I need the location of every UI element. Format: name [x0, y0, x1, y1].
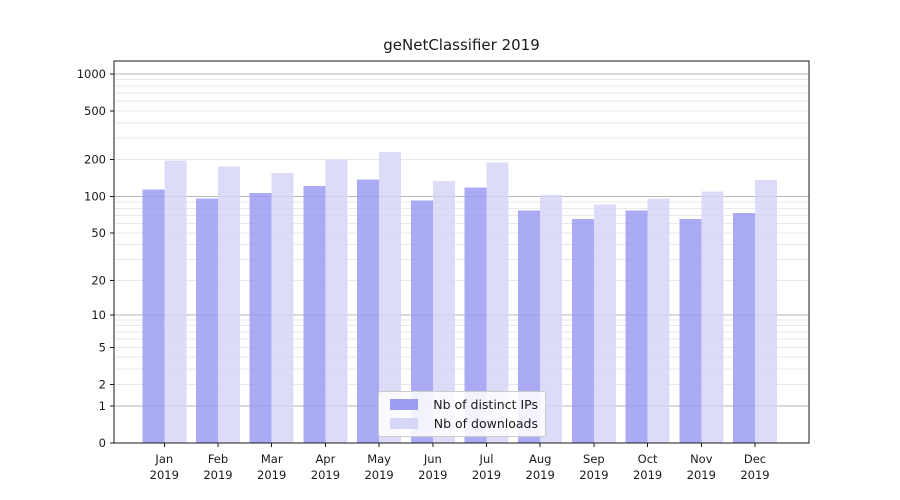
x-tick-label-apr: Apr: [315, 452, 335, 466]
x-tick-label-dec: Dec: [744, 452, 766, 466]
bar-ips-dec: [733, 213, 755, 443]
bar-downloads-feb: [218, 166, 240, 444]
bar-downloads-apr: [325, 159, 348, 443]
x-tick-label-may: May: [367, 452, 391, 466]
x-tick-sublabel-apr: 2019: [311, 468, 340, 482]
legend: Nb of distinct IPs Nb of downloads: [378, 391, 546, 437]
x-tick-sublabel-mar: 2019: [257, 468, 286, 482]
bar-downloads-jan: [164, 160, 187, 443]
bar-downloads-dec: [755, 180, 777, 444]
bar-downloads-jul: [486, 162, 509, 443]
plot-frame: [113, 60, 810, 444]
bar-downloads-mar: [271, 173, 294, 444]
bar-ips-feb: [196, 198, 218, 443]
x-tick-label-mar: Mar: [261, 452, 283, 466]
y-tick-label-10: 10: [91, 308, 106, 322]
legend-item-downloads: Nb of downloads: [386, 416, 538, 431]
x-tick-sublabel-dec: 2019: [740, 468, 769, 482]
x-tick-label-jan: Jan: [154, 452, 173, 466]
bar-ips-jan: [142, 189, 165, 443]
y-tick-label-200: 200: [84, 153, 106, 167]
x-tick-sublabel-oct: 2019: [633, 468, 662, 482]
y-tick-label-0: 0: [99, 436, 106, 450]
x-tick-label-sep: Sep: [583, 452, 605, 466]
y-tick-label-1000: 1000: [77, 67, 106, 81]
legend-label-distinct-ips: Nb of distinct IPs: [433, 397, 538, 412]
bar-downloads-nov: [701, 191, 724, 443]
y-tick-label-20: 20: [91, 273, 106, 287]
x-tick-label-feb: Feb: [208, 452, 228, 466]
x-tick-sublabel-jan: 2019: [150, 468, 179, 482]
bar-ips-jul: [464, 187, 487, 443]
bar-ips-nov: [679, 219, 702, 443]
bar-ips-oct: [625, 210, 648, 443]
x-tick-sublabel-jul: 2019: [472, 468, 501, 482]
x-tick-label-nov: Nov: [690, 452, 713, 466]
bar-downloads-may: [379, 151, 402, 443]
bar-ips-jun: [410, 200, 433, 443]
y-tick-label-500: 500: [84, 104, 106, 118]
legend-swatch-downloads: [390, 418, 418, 429]
x-tick-label-jul: Jul: [479, 452, 494, 466]
bar-ips-may: [357, 179, 380, 443]
bar-ips-apr: [303, 185, 326, 444]
x-tick-sublabel-may: 2019: [364, 468, 393, 482]
bar-ips-aug: [518, 210, 541, 443]
x-tick-sublabel-jun: 2019: [418, 468, 447, 482]
y-tick-label-100: 100: [84, 189, 106, 203]
x-tick-sublabel-sep: 2019: [579, 468, 608, 482]
bar-downloads-sep: [593, 204, 616, 443]
y-tick-label-50: 50: [91, 226, 106, 240]
x-tick-label-jun: Jun: [423, 452, 442, 466]
legend-swatch-distinct-ips: [390, 399, 418, 410]
bar-ips-mar: [249, 192, 272, 443]
y-tick-label-1: 1: [99, 399, 106, 413]
legend-label-downloads: Nb of downloads: [433, 416, 538, 431]
x-tick-sublabel-feb: 2019: [203, 468, 232, 482]
y-tick-label-5: 5: [99, 340, 106, 354]
y-tick-label-2: 2: [99, 377, 106, 391]
bar-downloads-aug: [540, 194, 563, 443]
legend-item-distinct-ips: Nb of distinct IPs: [386, 397, 538, 412]
bar-ips-sep: [571, 219, 594, 443]
x-tick-sublabel-aug: 2019: [526, 468, 555, 482]
bar-downloads-oct: [647, 198, 670, 443]
bar-downloads-jun: [432, 180, 455, 444]
x-tick-label-aug: Aug: [529, 452, 551, 466]
x-tick-sublabel-nov: 2019: [687, 468, 716, 482]
x-tick-label-oct: Oct: [638, 452, 658, 466]
chart-title: geNetClassifier 2019: [383, 36, 540, 54]
